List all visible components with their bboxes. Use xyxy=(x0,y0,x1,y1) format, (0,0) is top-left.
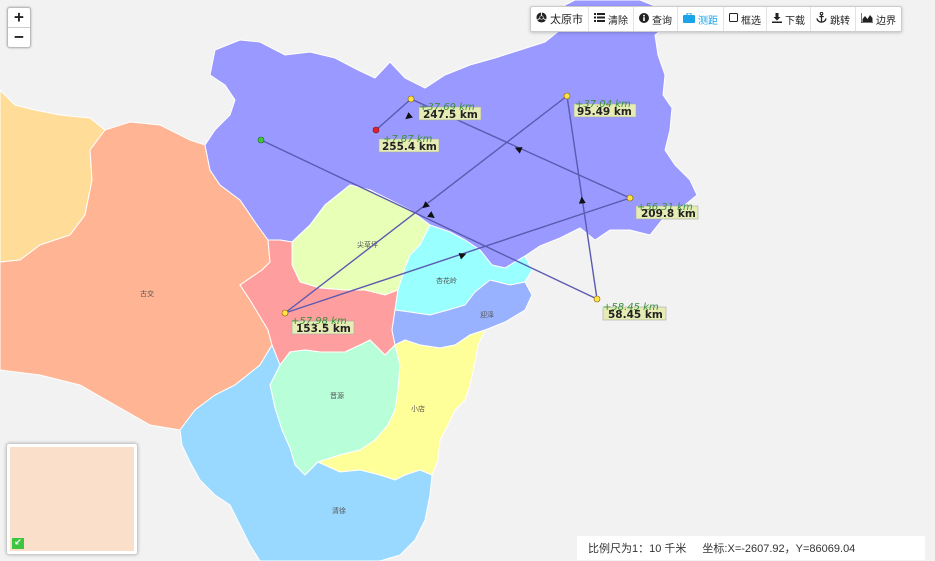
zoom-out-button[interactable]: − xyxy=(8,27,30,47)
boundary-label: 边界 xyxy=(876,15,896,27)
svg-text:153.5 km: 153.5 km xyxy=(296,323,351,335)
overview-map[interactable]: ↙ xyxy=(6,443,138,555)
svg-text:247.5 km: 247.5 km xyxy=(423,109,478,121)
coordinate-text: 坐标:X=-2607.92，Y=86069.04 xyxy=(702,543,856,555)
region-label-xiaodian: 小店 xyxy=(411,404,425,413)
overview-toggle-icon[interactable]: ↙ xyxy=(12,538,24,549)
query-label: 查询 xyxy=(652,15,672,27)
download-button[interactable]: 下载 xyxy=(767,7,811,31)
chrome-icon xyxy=(536,12,547,26)
zoom-in-button[interactable]: + xyxy=(14,7,24,26)
list-icon xyxy=(594,13,605,25)
city-label: 太原市 xyxy=(550,14,583,26)
measure-segment-6 xyxy=(375,98,412,131)
clear-label: 清除 xyxy=(608,15,628,27)
region-label-jiancaoping: 尖草坪 xyxy=(357,240,378,249)
measure-end-point[interactable] xyxy=(372,126,380,134)
jump-label: 跳转 xyxy=(830,15,850,27)
measure-label: 测距 xyxy=(698,15,718,27)
svg-text:+7.87 km: +7.87 km xyxy=(383,134,433,145)
distance-label-p5: +37.04 km 95.49 km xyxy=(573,99,637,118)
svg-text:+56.31 km: +56.31 km xyxy=(637,202,693,213)
square-icon xyxy=(729,13,738,25)
svg-text:+57.98 km: +57.98 km xyxy=(291,316,347,327)
download-label: 下载 xyxy=(785,15,805,27)
anchor-icon xyxy=(816,11,827,26)
region-yangqu[interactable] xyxy=(204,0,698,269)
boundary-button[interactable]: 边界 xyxy=(856,7,901,31)
region-label-jinyuan: 晋源 xyxy=(330,391,344,400)
briefcase-icon xyxy=(683,12,695,26)
region-qingxu[interactable] xyxy=(179,343,433,561)
box-select-button[interactable]: 框选 xyxy=(724,7,767,31)
measure-button[interactable]: 测距 xyxy=(678,7,724,31)
distance-label-p2: +37.69 km 247.5 km xyxy=(418,102,482,121)
city-selector-button[interactable]: 太原市 xyxy=(531,7,589,31)
query-button[interactable]: 查询 xyxy=(634,7,678,31)
scale-text: 比例尺为1：10 千米 xyxy=(588,543,687,555)
measure-segment-1 xyxy=(260,139,598,300)
measure-vertex[interactable] xyxy=(281,309,289,317)
svg-text:+58.45 km: +58.45 km xyxy=(603,302,659,313)
jump-button[interactable]: 跳转 xyxy=(811,7,856,31)
clear-button[interactable]: 清除 xyxy=(589,7,634,31)
measure-segment-4 xyxy=(284,197,631,314)
measure-vertex[interactable] xyxy=(563,92,571,100)
measure-vertex[interactable] xyxy=(626,194,634,202)
svg-text:+37.04 km: +37.04 km xyxy=(575,99,631,110)
distance-label-p4: +57.98 km 153.5 km xyxy=(291,316,355,335)
region-label-gujiao: 古交 xyxy=(140,289,154,298)
distance-label-p3: +56.31 km 209.8 km xyxy=(635,202,699,220)
svg-text:95.49 km: 95.49 km xyxy=(577,106,632,118)
region-label-yingze: 迎泽 xyxy=(480,310,494,319)
svg-text:255.4 km: 255.4 km xyxy=(382,141,437,153)
region-label-xinghualing: 杏花岭 xyxy=(436,276,457,285)
measure-start-point[interactable] xyxy=(257,136,265,144)
zoom-control: + − xyxy=(7,7,31,48)
status-bar: 比例尺为1：10 千米 坐标:X=-2607.92，Y=86069.04 xyxy=(577,536,925,560)
info-icon xyxy=(639,12,649,26)
overview-map-viewport[interactable] xyxy=(10,447,134,551)
region-label-qingxu: 清徐 xyxy=(332,506,346,515)
measure-vertex[interactable] xyxy=(407,95,415,103)
distance-label-p6: +58.45 km 58.45 km xyxy=(602,302,667,321)
svg-text:+37.69 km: +37.69 km xyxy=(419,102,475,113)
download-icon xyxy=(772,12,782,26)
distance-label-p1: +7.87 km 255.4 km xyxy=(378,134,440,153)
box-select-label: 框选 xyxy=(741,15,761,27)
map-toolbar: 太原市 清除 查询 测距 框选 下载 跳转 xyxy=(530,6,902,32)
svg-text:58.45 km: 58.45 km xyxy=(608,309,663,321)
svg-text:209.8 km: 209.8 km xyxy=(641,208,696,220)
area-chart-icon xyxy=(860,12,873,26)
measure-vertex[interactable] xyxy=(593,295,601,303)
